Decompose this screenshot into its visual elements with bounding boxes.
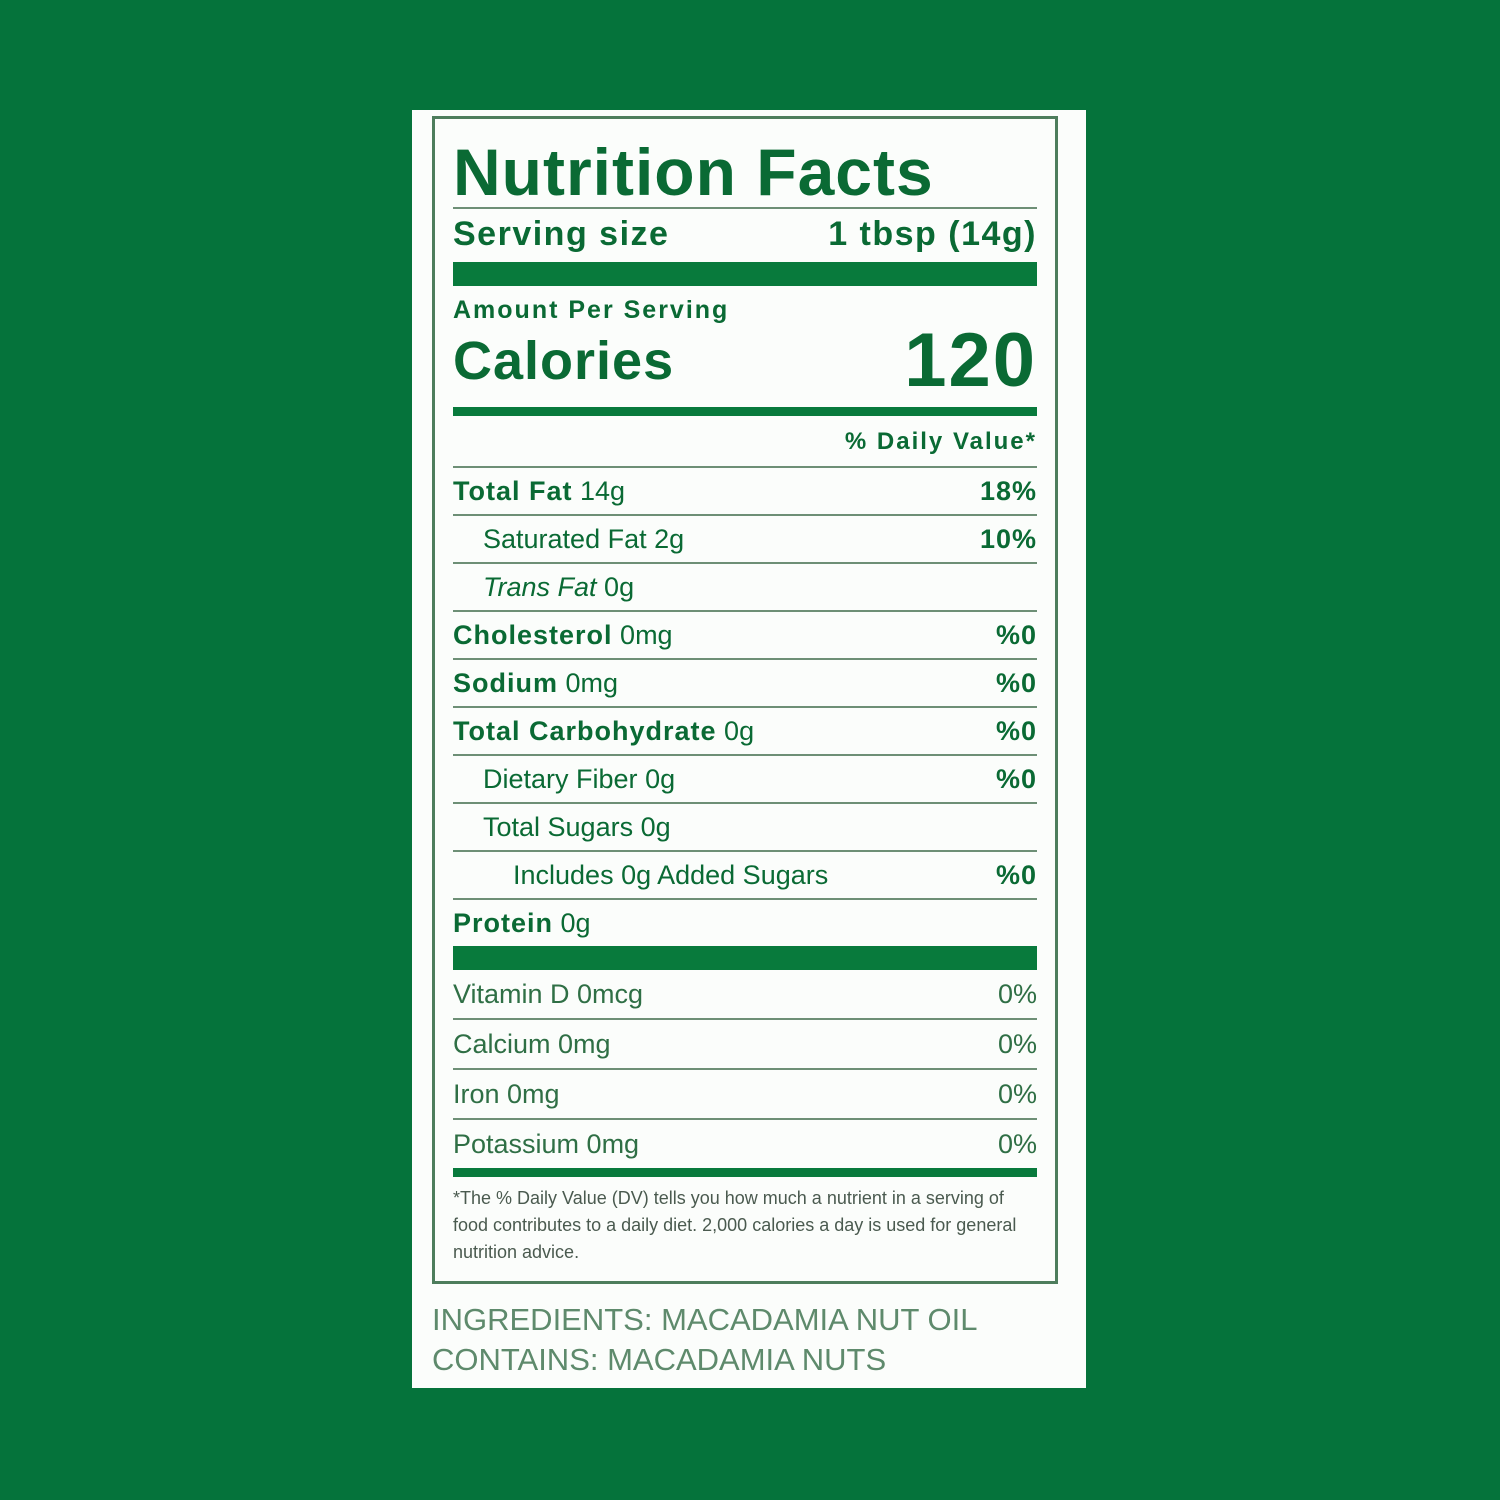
calories-row: Calories 120 (453, 318, 1037, 403)
nutrient-amount: 0g (560, 907, 591, 938)
nutrient-row-sodium: Sodium 0mg %0 (453, 658, 1037, 706)
nutrient-amount: 0g (645, 763, 676, 794)
calories-value: 120 (904, 318, 1037, 403)
medium-divider (453, 1168, 1037, 1177)
nutrient-row-total-carbohydrate: Total Carbohydrate 0g %0 (453, 706, 1037, 754)
vitamin-name: Vitamin D 0mcg (453, 978, 644, 1009)
nutrient-name: Total Sugars (483, 811, 634, 842)
calories-label: Calories (453, 331, 675, 391)
label-title: Nutrition Facts (453, 135, 934, 209)
medium-divider (453, 407, 1037, 416)
nutrient-name: Protein (453, 907, 554, 938)
nutrient-amount: 0g (724, 715, 755, 746)
nutrient-amount: 0mg (620, 619, 673, 650)
nutrient-dv: 10% (979, 523, 1037, 554)
nutrient-row-saturated-fat: Saturated Fat 2g 10% (453, 514, 1037, 562)
divider (453, 207, 1037, 209)
nutrient-amount: 0g (604, 571, 635, 602)
ingredients-block: INGREDIENTS: MACADAMIA NUT OIL CONTAINS:… (432, 1300, 977, 1380)
vitamin-name: Potassium 0mg (453, 1128, 640, 1159)
nutrient-row-total-sugars: Total Sugars 0g (453, 802, 1037, 850)
thick-divider (453, 946, 1037, 970)
vitamin-dv: 0% (997, 1028, 1037, 1059)
vitamin-row: Calcium 0mg 0% (453, 1018, 1037, 1068)
nutrient-amount: 14g (580, 475, 626, 506)
nutrient-row-cholesterol: Cholesterol 0mg %0 (453, 610, 1037, 658)
contains-text: CONTAINS: MACADAMIA NUTS (432, 1342, 887, 1377)
vitamin-name: Iron 0mg (453, 1078, 560, 1109)
nutrient-name: Total Fat (453, 475, 573, 506)
nutrient-name: Trans Fat (483, 571, 597, 602)
nutrient-name: Saturated Fat (483, 523, 647, 554)
vitamin-row: Potassium 0mg 0% (453, 1118, 1037, 1168)
nutrient-row-protein: Protein 0g (453, 898, 1037, 946)
nutrient-row-dietary-fiber: Dietary Fiber 0g %0 (453, 754, 1037, 802)
nutrient-dv: %0 (995, 667, 1037, 698)
nutrient-amount: 0mg (565, 667, 619, 698)
amount-per-serving: Amount Per Serving (453, 296, 730, 324)
nutrient-row-added-sugars: Includes 0g Added Sugars %0 (453, 850, 1037, 898)
nutrient-dv: %0 (995, 859, 1037, 890)
vitamin-dv: 0% (997, 978, 1037, 1009)
vitamin-row: Iron 0mg 0% (453, 1068, 1037, 1118)
thick-divider (453, 262, 1037, 286)
nutrient-name: Dietary Fiber (483, 763, 638, 794)
nutrient-dv: %0 (995, 715, 1037, 746)
nutrition-facts-box: Nutrition Facts Serving size 1 tbsp (14g… (432, 116, 1058, 1284)
nutrient-name: Cholesterol (453, 619, 613, 650)
vitamin-dv: 0% (997, 1078, 1037, 1109)
nutrient-dv: 18% (979, 475, 1037, 506)
vitamin-name: Calcium 0mg (453, 1028, 611, 1059)
vitamin-dv: 0% (997, 1128, 1037, 1159)
nutrient-amount: 2g (654, 523, 685, 554)
nutrient-name: Includes 0g Added Sugars (513, 859, 829, 890)
ingredients-text: INGREDIENTS: MACADAMIA NUT OIL (432, 1302, 978, 1337)
nutrition-label-panel: Nutrition Facts Serving size 1 tbsp (14g… (412, 110, 1086, 1388)
footnote: *The % Daily Value (DV) tells you how mu… (453, 1188, 1017, 1262)
serving-size-label: Serving size (453, 215, 670, 253)
serving-size-row: Serving size 1 tbsp (14g) (453, 209, 1037, 262)
nutrient-amount: 0g (640, 811, 671, 842)
serving-size-value: 1 tbsp (14g) (828, 215, 1037, 253)
nutrient-name: Sodium (453, 667, 558, 698)
nutrient-row-total-fat: Total Fat 14g 18% (453, 466, 1037, 514)
nutrient-dv: %0 (995, 619, 1037, 650)
vitamin-row: Vitamin D 0mcg 0% (453, 970, 1037, 1018)
nutrient-row-trans-fat: Trans Fat 0g (453, 562, 1037, 610)
daily-value-header: % Daily Value* (844, 428, 1037, 455)
nutrient-dv: %0 (995, 763, 1037, 794)
nutrient-name: Total Carbohydrate (453, 715, 717, 746)
